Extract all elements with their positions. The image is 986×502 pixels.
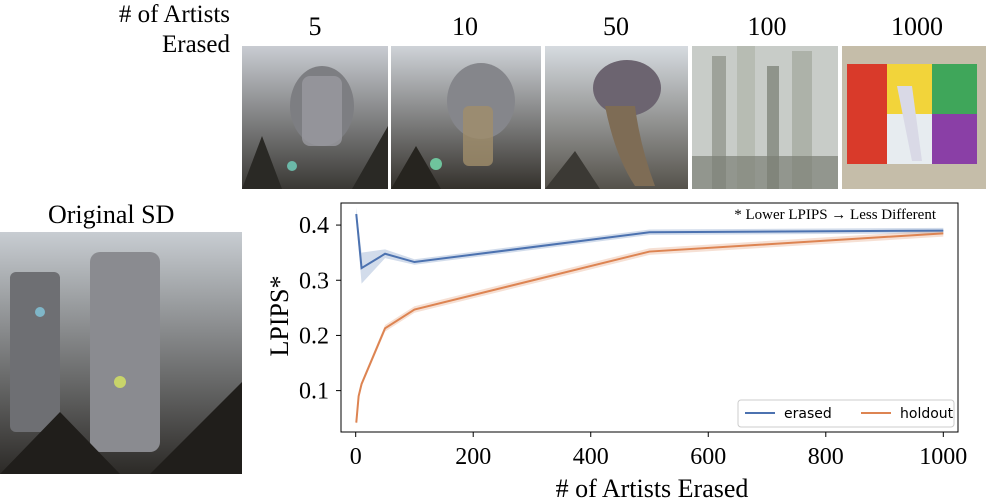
x-tick-label: 200	[455, 444, 491, 470]
plot-frame	[340, 202, 959, 433]
legend: erased holdout	[737, 399, 955, 428]
x-tick-label: 800	[808, 444, 844, 470]
x-axis-label: # of Artists Erased	[556, 474, 749, 502]
thumbnail-5-artists	[242, 46, 388, 189]
x-tick-label: 1000	[919, 444, 967, 470]
x-tick-label: 600	[690, 444, 726, 470]
x-tick-label: 400	[573, 444, 609, 470]
row-label-line1: # of Artists	[118, 1, 230, 28]
original-sd-title: Original SD	[48, 200, 175, 229]
thumbnail-10-artists	[391, 46, 541, 189]
legend-label-erased: erased	[784, 406, 832, 422]
legend-box	[737, 399, 955, 428]
thumbnail-1000-artists	[842, 46, 986, 189]
series-line-erased	[355, 213, 944, 270]
legend-label-holdout: holdout	[900, 406, 954, 422]
column-label-1000: 1000	[891, 12, 943, 41]
y-tick-label: 0.1	[299, 379, 329, 405]
column-label-5: 5	[308, 12, 322, 41]
thumbnail-50-artists	[545, 46, 688, 189]
row-label-line2: Erased	[161, 31, 230, 58]
column-label-10: 10	[452, 12, 478, 41]
original-sd-image	[0, 232, 242, 474]
y-tick-label: 0.2	[299, 323, 329, 349]
y-tick-label: 0.3	[299, 268, 329, 294]
series-line-holdout	[355, 232, 944, 423]
y-tick-label: 0.4	[299, 213, 329, 239]
annotation: * Lower LPIPS → Less Different	[734, 207, 937, 223]
row-label: # of Artists Erased	[108, 0, 230, 60]
thumbnail-100-artists	[692, 46, 838, 189]
column-label-100: 100	[747, 12, 787, 41]
x-tick-label: 0	[350, 444, 362, 470]
column-label-50: 50	[603, 12, 629, 41]
y-axis-label: LPIPS*	[265, 276, 294, 357]
